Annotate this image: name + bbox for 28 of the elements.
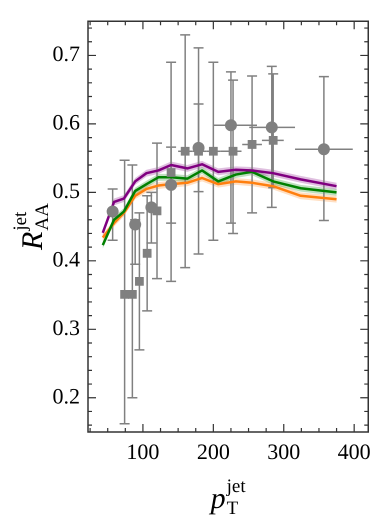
point xyxy=(165,178,178,191)
point xyxy=(129,218,142,231)
point xyxy=(208,146,218,156)
x-tick-label: 100 xyxy=(126,438,160,464)
point xyxy=(224,119,237,132)
point xyxy=(268,136,278,145)
point xyxy=(106,206,119,218)
y-tick-label: 0.4 xyxy=(52,246,80,272)
point xyxy=(318,143,330,156)
point xyxy=(142,248,152,258)
point xyxy=(266,121,278,134)
y-tick-label: 0.5 xyxy=(52,178,80,204)
point xyxy=(180,146,190,156)
point xyxy=(152,206,162,216)
point xyxy=(135,276,144,286)
y-tick-label: 0.2 xyxy=(52,384,80,409)
point xyxy=(228,146,238,156)
x-tick-label: 200 xyxy=(196,438,230,464)
point xyxy=(120,290,130,299)
x-tick-label: 300 xyxy=(267,438,300,464)
y-axis-title: RAAjet xyxy=(10,202,53,251)
x-tick-label: 400 xyxy=(338,438,371,464)
point xyxy=(248,140,256,149)
point xyxy=(166,168,176,177)
y-tick-label: 0.6 xyxy=(52,110,80,135)
point xyxy=(128,290,137,299)
y-tick-label: 0.7 xyxy=(52,41,80,66)
y-tick-label: 0.3 xyxy=(52,315,80,340)
